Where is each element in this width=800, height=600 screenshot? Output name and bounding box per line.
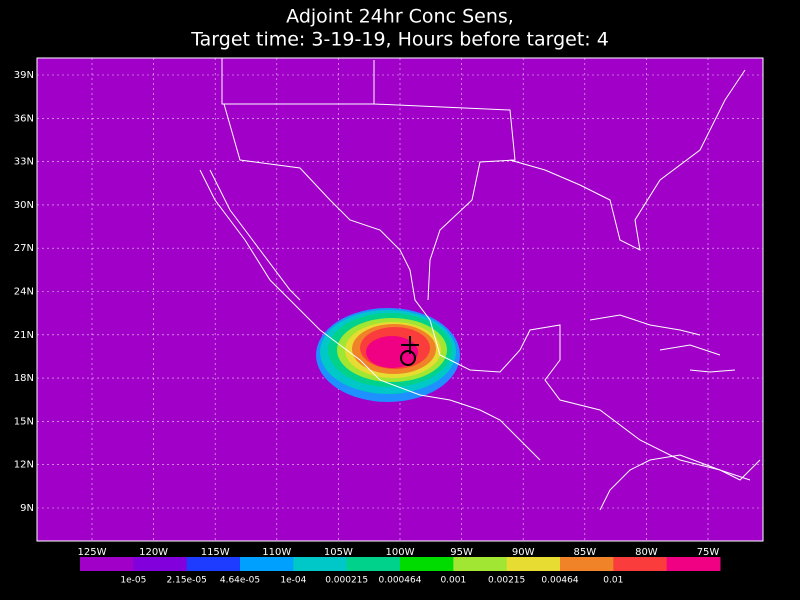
colorbar-swatch (666, 557, 721, 571)
coastline (199, 169, 541, 461)
coastlines (199, 58, 761, 511)
lat-label: 39N (14, 70, 34, 81)
colorbar-swatch (186, 557, 241, 571)
lat-label: 9N (20, 503, 34, 514)
lon-label: 80W (635, 547, 658, 558)
coastline (589, 314, 761, 511)
lon-label: 105W (324, 547, 353, 558)
colorbar-label: 1e-04 (280, 576, 306, 586)
lat-label: 24N (14, 287, 34, 298)
lat-label: 30N (14, 200, 34, 211)
colorbar-swatch (560, 557, 614, 571)
colorbar-swatch (613, 557, 668, 571)
lat-label: 21N (14, 330, 34, 341)
coastline (221, 58, 751, 481)
colorbar-label: 4.64e-05 (220, 576, 260, 586)
lon-label: 115W (201, 547, 230, 558)
lat-label: 18N (14, 373, 34, 384)
lon-label: 100W (386, 547, 415, 558)
colorbar-swatch (400, 557, 454, 571)
source-circle (400, 350, 416, 366)
lon-label: 95W (450, 547, 473, 558)
lat-label: 12N (14, 460, 34, 471)
lat-label: 36N (14, 113, 34, 124)
colorbar-label: 1e-05 (120, 576, 146, 586)
lat-label: 33N (14, 157, 34, 168)
lon-label: 90W (512, 547, 535, 558)
colorbar-swatch (453, 557, 508, 571)
lon-label: 75W (697, 547, 720, 558)
colorbar-label: 0.00464 (541, 576, 578, 586)
colorbar-label: 0.00215 (488, 576, 525, 586)
colorbar-swatch (346, 557, 401, 571)
colorbar-swatch (80, 557, 134, 571)
colorbar-swatch (133, 557, 188, 571)
colorbar-label: 0.001 (440, 576, 466, 586)
lat-label: 27N (14, 243, 34, 254)
lon-label: 125W (78, 547, 107, 558)
colorbar-swatch (240, 557, 294, 571)
colorbar-label: 2.15e-05 (167, 576, 207, 586)
graticule (37, 58, 763, 541)
colorbar-swatch (293, 557, 348, 571)
lon-label: 110W (262, 547, 291, 558)
lat-label: 15N (14, 416, 34, 427)
colorbar-label: 0.01 (603, 576, 623, 586)
lon-label: 85W (573, 547, 596, 558)
plume (316, 308, 460, 402)
target-marker (400, 336, 419, 366)
lon-label: 120W (139, 547, 168, 558)
title-line2: Target time: 3-19-19, Hours before targe… (190, 29, 609, 51)
coastline (427, 69, 746, 301)
title-line1: Adjoint 24hr Conc Sens, (286, 6, 514, 28)
colorbar-label: 0.000215 (325, 576, 368, 586)
colorbar: 1e-05 2.15e-05 4.64e-05 1e-04 0.000215 0.0004… (80, 557, 721, 586)
colorbar-label: 0.000464 (379, 576, 422, 586)
axis-labels: 39N 36N 33N 30N 27N 24N 21N 18N 15N 12N 9N 125W 120W… (14, 70, 720, 558)
colorbar-swatch (506, 557, 561, 571)
